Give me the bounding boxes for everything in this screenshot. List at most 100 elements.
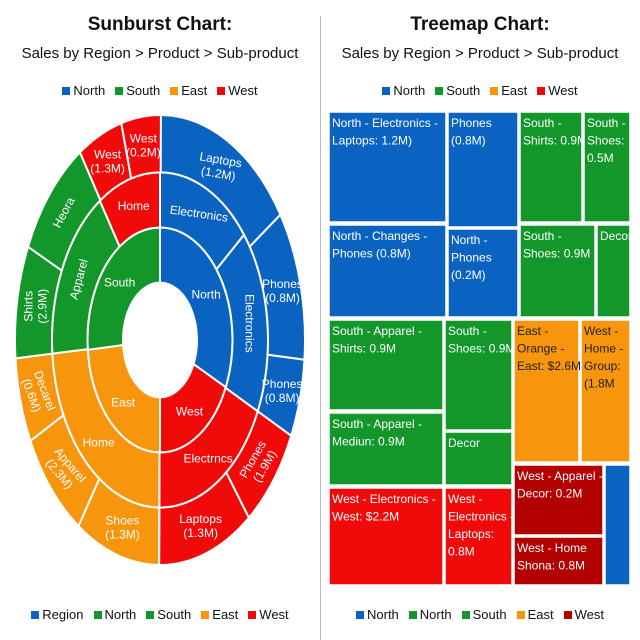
legend-swatch — [490, 87, 499, 95]
treemap-legend-top: North South East West — [320, 83, 640, 98]
sunburst-label-line: Home — [118, 199, 150, 213]
legend-item: East — [516, 607, 554, 622]
legend-item: North — [382, 83, 425, 98]
legend-label: North — [419, 607, 452, 622]
legend-item: North — [408, 607, 452, 622]
legend-label: East — [501, 83, 528, 98]
sunburst-title: Sunburst Chart: — [87, 14, 233, 35]
legend-swatch — [31, 611, 40, 619]
sunburst-label-line: (1.2M) — [200, 164, 237, 184]
legend-swatch — [201, 611, 210, 619]
sunburst-label: Electrncs — [183, 451, 232, 465]
sunburst-label-line: Phones — [262, 377, 303, 391]
legend-swatch — [146, 611, 155, 619]
sunburst-label: Home — [83, 436, 115, 450]
legend-item: North — [93, 607, 137, 622]
legend-swatch — [93, 611, 102, 619]
treemap-panel: Treemap Chart: Sales by Region > Product… — [320, 0, 640, 640]
treemap-title: Treemap Chart: — [410, 14, 550, 35]
sunburst-label-line: (2.9M) — [35, 289, 49, 324]
legend-label: South — [157, 607, 192, 622]
legend-label: Region — [42, 607, 84, 622]
legend-item: West — [563, 607, 604, 622]
legend-label: East — [527, 607, 554, 622]
legend-label: North — [104, 607, 137, 622]
legend-label: West — [228, 83, 258, 98]
sunburst-label-line: West — [94, 147, 122, 161]
sunburst-subtitle: Sales by Region > Product > Sub-product — [21, 45, 299, 62]
sunburst-label-line: Home — [83, 436, 115, 450]
legend-item: South — [115, 83, 160, 98]
sunburst-label-line: (1.3M) — [105, 527, 140, 541]
sunburst-panel: Sunburst Chart: Sales by Region > Produc… — [0, 14, 320, 622]
legend-swatch — [435, 87, 444, 95]
legend-label: South — [126, 83, 161, 98]
sunburst-label-line: Electrncs — [183, 451, 232, 465]
legend-swatch — [537, 87, 546, 95]
sunburst-label-line: East — [111, 396, 136, 410]
treemap-subtitle: Sales by Region > Product > Sub-product — [341, 45, 619, 62]
sunburst-legend-bottom: Region North South East West — [0, 607, 320, 622]
legend-item: East — [201, 607, 238, 622]
panel-divider — [320, 16, 321, 640]
legend-label: West — [548, 83, 578, 98]
legend-swatch — [516, 611, 525, 619]
sunburst-segment — [120, 114, 162, 180]
legend-swatch — [563, 611, 572, 619]
sunburst-label-line: (0.2M) — [126, 145, 161, 159]
sunburst-label-line: Shoes — [105, 513, 139, 527]
sunburst-label-line: (1.3M) — [183, 526, 218, 540]
legend-label: East — [181, 83, 208, 98]
sunburst-label: North — [191, 287, 220, 301]
legend-label: West — [574, 607, 604, 622]
legend-label: West — [259, 607, 289, 622]
legend-item: East — [490, 83, 527, 98]
legend-item: North — [62, 83, 105, 98]
legend-label: North — [393, 83, 426, 98]
sunburst-label-line: Electronics — [243, 294, 257, 353]
sunburst-label-line: South — [104, 276, 135, 290]
sunburst-label: Electronics — [243, 294, 257, 353]
sunburst-label-line: Shirts — [21, 291, 35, 322]
legend-swatch — [248, 611, 257, 619]
sunburst-label: Shirts(2.9M) — [21, 289, 49, 324]
sunburst-label-line: (0.8M) — [265, 391, 300, 405]
legend-label: North — [367, 607, 399, 622]
sunburst-label-line: West — [176, 405, 204, 419]
sunburst-chart: NorthWestEastSouthElectronicsElectronics… — [14, 113, 306, 567]
sunburst-legend-top: North South East West — [0, 83, 320, 98]
legend-swatch — [170, 87, 179, 95]
sunburst-label: West (1.3M) — [90, 147, 125, 175]
sunburst-label: West (0.2M) — [126, 131, 161, 159]
legend-label: South — [446, 83, 481, 98]
sunburst-label-line: West — [130, 131, 158, 145]
legend-swatch — [62, 87, 71, 95]
legend-swatch — [382, 87, 391, 95]
legend-item: South — [435, 83, 480, 98]
sunburst-label: Laptops (1.3M) — [179, 512, 222, 540]
legend-swatch — [115, 87, 124, 95]
legend-item: East — [170, 83, 207, 98]
legend-item: West — [537, 83, 578, 98]
legend-item: South — [461, 607, 507, 622]
legend-swatch — [356, 611, 364, 619]
legend-label: East — [212, 607, 239, 622]
legend-item: West — [217, 83, 258, 98]
sunburst-label: East — [111, 396, 136, 410]
sunburst-label-line: North — [191, 287, 220, 301]
legend-item: Region — [31, 607, 84, 622]
sunburst-label-line: Phones — [262, 277, 303, 291]
sunburst-label-line: Laptops — [179, 512, 222, 526]
legend-label: South — [472, 607, 507, 622]
sunburst-label: Shoes (1.3M) — [105, 513, 140, 541]
sunburst-label: Laptops(1.2M) — [196, 149, 243, 184]
legend-item: North — [356, 607, 399, 622]
sunburst-label: West — [176, 405, 204, 419]
sunburst-label: Home — [118, 199, 150, 213]
legend-swatch — [408, 611, 417, 619]
sunburst-label-line: (0.8M) — [265, 291, 300, 305]
sunburst-label-line: (1.3M) — [90, 161, 125, 175]
legend-item: West — [248, 607, 289, 622]
treemap-legend-bottom: North North South East West — [320, 607, 640, 622]
legend-label: North — [73, 83, 106, 98]
